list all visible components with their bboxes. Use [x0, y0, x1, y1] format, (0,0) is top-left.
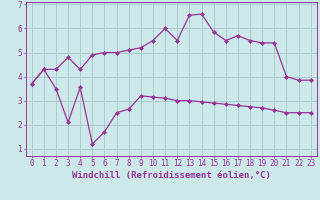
X-axis label: Windchill (Refroidissement éolien,°C): Windchill (Refroidissement éolien,°C): [72, 171, 271, 180]
